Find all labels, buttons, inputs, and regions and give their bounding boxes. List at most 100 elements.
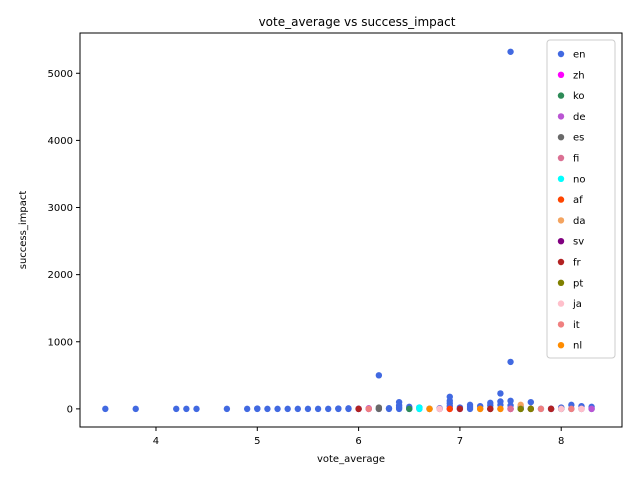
- legend-marker-pt: [557, 279, 565, 286]
- data-point-en: [497, 390, 504, 397]
- data-point-en: [183, 405, 190, 413]
- legend-label-fi: fi: [573, 154, 579, 165]
- data-point-pt: [527, 405, 535, 413]
- legend-marker-fi: [557, 154, 565, 162]
- data-point-en: [446, 393, 453, 400]
- y-axis-title: success_impact: [18, 191, 29, 270]
- data-point-en: [264, 405, 271, 413]
- data-point-pt: [517, 405, 524, 413]
- x-axis-title: vote_average: [317, 454, 385, 465]
- data-point-en: [304, 405, 312, 413]
- data-point-en: [243, 405, 251, 413]
- data-point-nl: [497, 405, 504, 413]
- data-point-fr: [456, 405, 464, 413]
- data-point-af: [446, 405, 453, 413]
- plot-area: [102, 48, 595, 413]
- legend-label-ja: ja: [572, 299, 582, 310]
- x-tick-label: 6: [355, 436, 361, 447]
- legend-marker-zh: [557, 71, 565, 79]
- x-tick-label: 8: [558, 436, 564, 447]
- data-point-en: [274, 405, 281, 413]
- y-tick-label: 4000: [48, 136, 73, 147]
- legend-label-ko: ko: [573, 91, 585, 102]
- legend-marker-ko: [557, 92, 565, 99]
- data-point-en: [487, 399, 494, 407]
- data-point-it: [537, 405, 545, 413]
- data-point-fi: [507, 405, 514, 413]
- legend-label-sv: sv: [573, 237, 584, 248]
- legend-marker-ja: [557, 300, 565, 307]
- legend-label-nl: nl: [573, 341, 582, 352]
- data-point-fr: [487, 405, 494, 413]
- legend-marker-de: [557, 113, 565, 120]
- x-tick-label: 7: [457, 436, 463, 447]
- legend-label-zh: zh: [573, 70, 585, 81]
- y-tick-label: 1000: [48, 337, 73, 348]
- data-point-en: [325, 405, 332, 413]
- legend-marker-it: [557, 321, 565, 328]
- data-point-en: [507, 358, 514, 366]
- plot-frame: [79, 32, 623, 428]
- data-point-en: [507, 397, 514, 405]
- legend-label-fr: fr: [573, 258, 582, 269]
- data-point-de: [588, 405, 595, 413]
- legend-marker-fr: [557, 258, 565, 266]
- data-point-en: [527, 398, 535, 406]
- legend-label-de: de: [573, 112, 586, 123]
- y-tick-label: 2000: [48, 270, 73, 281]
- data-point-en: [466, 401, 474, 409]
- y-tick-label: 3000: [48, 203, 73, 214]
- legend-marker-no: [557, 175, 565, 182]
- legend-label-it: it: [573, 320, 580, 331]
- data-point-en: [284, 405, 291, 413]
- data-point-en: [507, 48, 514, 55]
- data-point-en: [497, 398, 504, 405]
- data-point-nl: [476, 405, 484, 413]
- y-tick-label: 0: [67, 404, 73, 415]
- data-point-en: [223, 405, 231, 413]
- data-point-fr: [547, 405, 555, 413]
- data-point-no: [416, 404, 423, 411]
- legend-label-en: en: [573, 50, 586, 61]
- data-point-en: [314, 405, 322, 413]
- x-tick-label: 5: [254, 436, 260, 447]
- legend-box: [546, 39, 616, 359]
- data-point-en: [294, 405, 302, 413]
- legend-label-es: es: [573, 133, 584, 144]
- data-point-it: [365, 405, 372, 413]
- data-point-es: [375, 404, 383, 411]
- data-point-ja: [558, 405, 565, 413]
- legend-marker-af: [557, 196, 565, 203]
- data-point-en: [335, 405, 342, 412]
- data-point-ja: [436, 405, 443, 413]
- data-point-en: [254, 405, 261, 412]
- legend: en zh ko de es fi no af da sv fr pt ja it nl: [546, 39, 616, 359]
- data-point-ko: [406, 405, 413, 413]
- legend-label-no: no: [573, 174, 585, 185]
- data-point-en: [102, 405, 109, 413]
- legend-marker-es: [557, 134, 565, 141]
- data-point-en: [385, 405, 393, 412]
- x-tick-label: 4: [153, 436, 159, 447]
- data-point-nl: [426, 405, 433, 413]
- legend-marker-sv: [557, 238, 565, 245]
- data-point-en: [132, 405, 139, 413]
- legend-marker-da: [557, 217, 565, 224]
- data-point-en: [173, 405, 180, 413]
- data-point-en: [395, 398, 403, 406]
- axes: 4 5 6 7 8 0 1000 2000 3000 4000 5000: [48, 69, 565, 447]
- legend-marker-en: [557, 50, 565, 58]
- data-point-it: [568, 405, 575, 413]
- data-point-ja: [578, 405, 585, 413]
- data-point-en: [193, 405, 200, 413]
- legend-label-pt: pt: [573, 278, 583, 289]
- legend-label-af: af: [573, 195, 583, 206]
- legend-label-da: da: [573, 216, 585, 227]
- data-point-fr: [355, 405, 362, 413]
- y-tick-label: 5000: [48, 69, 73, 80]
- data-point-en: [345, 405, 352, 412]
- chart-title: vote_average vs success_impact: [259, 15, 456, 29]
- data-point-en: [375, 372, 383, 379]
- legend-marker-nl: [557, 342, 565, 349]
